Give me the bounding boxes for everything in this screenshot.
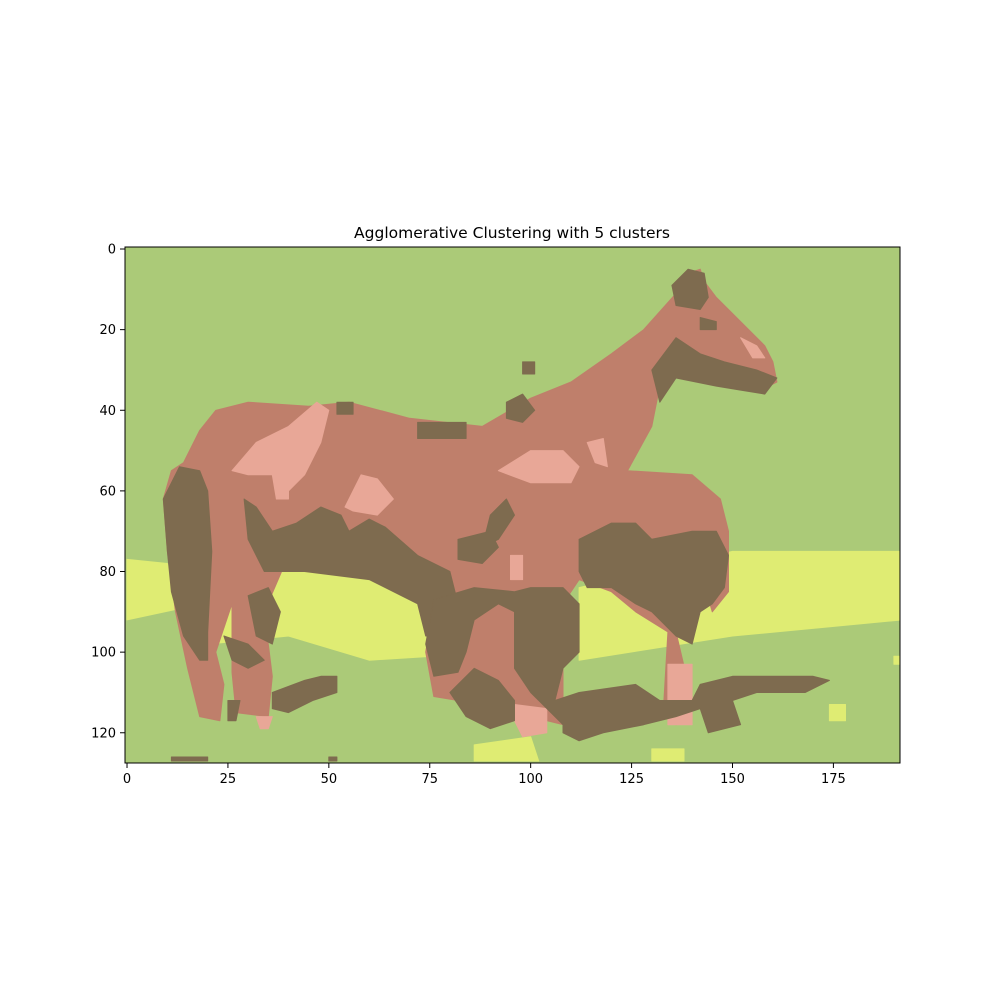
cluster-region-shadow-35 — [170, 756, 209, 762]
plot-frame — [124, 246, 901, 764]
cluster-region-shadow-20 — [449, 667, 515, 730]
x-tick-label: 100 — [518, 772, 543, 787]
y-tick-label: 120 — [91, 726, 116, 741]
cluster-region-light_patch-10 — [497, 450, 580, 484]
x-tick-label: 50 — [321, 772, 338, 787]
cluster-region-shadow-31 — [651, 337, 778, 403]
y-axis: 0 20 40 60 80 100 120 — [91, 243, 125, 741]
cluster-region-shadow-34 — [522, 361, 536, 375]
cluster-region-shadow-28 — [417, 421, 467, 439]
cluster-region-bright_grass-5 — [828, 704, 846, 722]
cluster-region-shadow-18 — [243, 498, 459, 637]
cluster-region-shadow-27 — [457, 530, 499, 564]
cluster-region-bright_grass-3 — [473, 736, 540, 762]
cluster-region-shadow-29 — [505, 393, 536, 423]
x-axis: 0 25 50 75 100 125 150 175 — [123, 763, 846, 787]
cluster-region-shadow-19 — [425, 587, 830, 742]
cluster-region-shadow-33 — [699, 317, 717, 331]
y-tick-label: 40 — [99, 404, 116, 419]
cluster-region-light_patch-15 — [255, 716, 273, 730]
cluster-region-bright_grass-6 — [893, 655, 900, 665]
x-tick-label: 150 — [720, 772, 745, 787]
x-tick-label: 125 — [619, 772, 644, 787]
cluster-region-shadow-17 — [162, 466, 213, 661]
cluster-region-shadow-36 — [328, 756, 338, 762]
cluster-region-light_patch-12 — [740, 337, 766, 359]
y-tick-label: 0 — [108, 243, 116, 258]
cluster-region-shadow-22 — [223, 635, 265, 669]
cluster-region-light_patch-9 — [344, 474, 394, 516]
chart-title: Agglomerative Clustering with 5 clusters — [354, 224, 670, 242]
cluster-region-shadow-32 — [671, 268, 709, 310]
y-tick-label: 100 — [91, 646, 116, 661]
y-tick-label: 80 — [99, 565, 116, 580]
cluster-region-shadow-30 — [336, 401, 354, 415]
x-tick-label: 0 — [123, 772, 131, 787]
cluster-region-light_patch-11 — [586, 438, 608, 468]
cluster-region-light_patch-16 — [510, 554, 524, 581]
cluster-regions — [126, 268, 900, 762]
cluster-region-bright_grass-4 — [651, 748, 685, 762]
cluster-region-shadow-25 — [578, 522, 729, 645]
y-tick-label: 60 — [99, 484, 116, 499]
cluster-region-shadow-21 — [247, 587, 281, 645]
x-tick-label: 25 — [220, 772, 237, 787]
cluster-region-shadow-24 — [227, 700, 241, 722]
x-tick-label: 175 — [821, 772, 846, 787]
x-tick-label: 75 — [421, 772, 438, 787]
cluster-region-shadow-23 — [271, 675, 338, 714]
cluster-region-light_patch-8 — [231, 401, 330, 500]
y-tick-label: 20 — [99, 323, 116, 338]
